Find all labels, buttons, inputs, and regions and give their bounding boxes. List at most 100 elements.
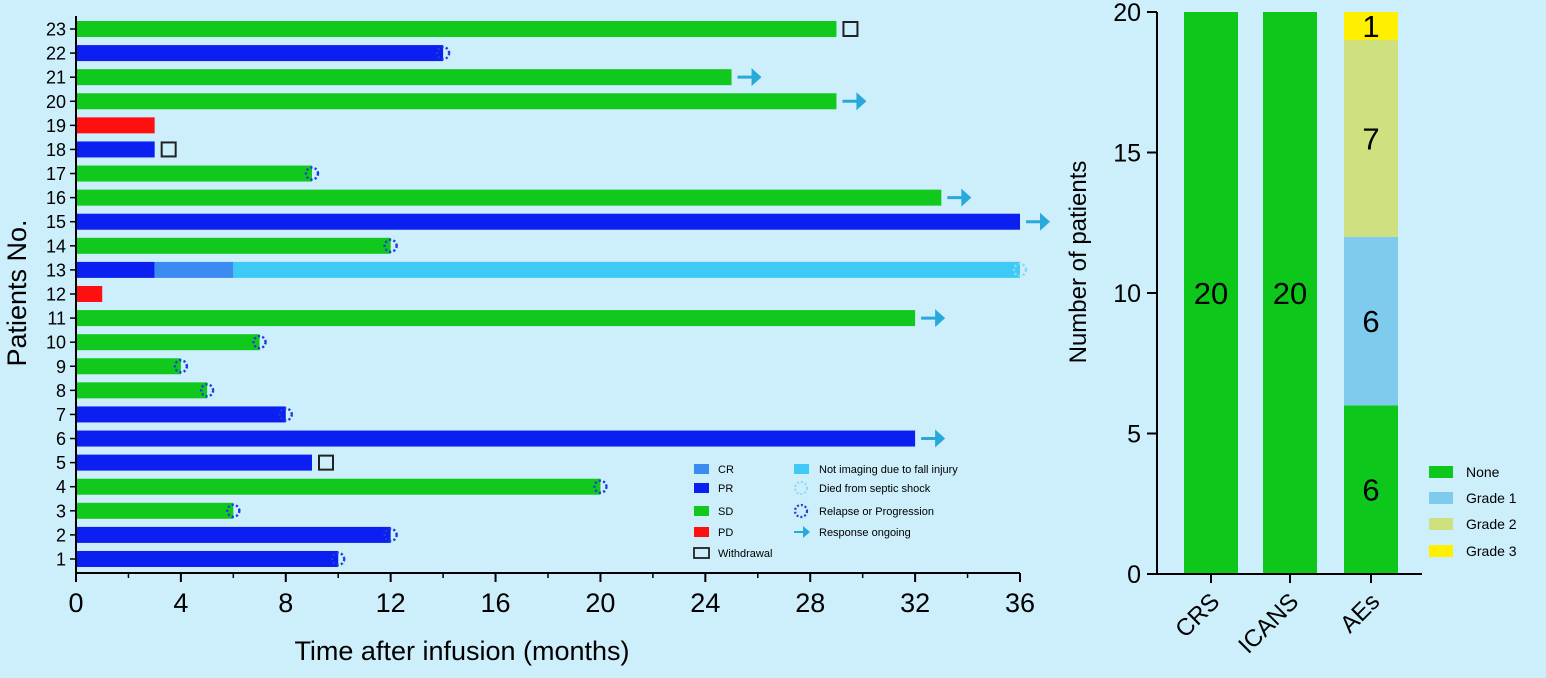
y-tick-label: 1 bbox=[56, 549, 66, 569]
bar-segment-sd-patient-9 bbox=[76, 358, 181, 375]
relapse-marker bbox=[1012, 262, 1028, 278]
legend-label: PD bbox=[718, 527, 733, 539]
bar-segment-pr-patient-15 bbox=[76, 213, 1020, 230]
y-tick-label: 19 bbox=[46, 116, 66, 136]
legend-relapse-marker bbox=[793, 503, 809, 519]
y-tick-label: 8 bbox=[56, 381, 66, 401]
relapse-marker bbox=[304, 166, 320, 181]
legend-swatch-sd bbox=[694, 506, 709, 516]
bar-legend-label: Grade 1 bbox=[1466, 490, 1517, 506]
y-tick-label: 18 bbox=[46, 140, 66, 160]
swimmer-y-axis-title: Patients No. bbox=[2, 219, 32, 366]
response-ongoing-arrow bbox=[921, 309, 946, 328]
relapse-marker bbox=[383, 238, 398, 254]
relapse-marker bbox=[593, 479, 608, 494]
withdrawal-marker bbox=[318, 454, 334, 471]
bar-icans-none bbox=[1263, 12, 1317, 574]
x-tick-label: 28 bbox=[795, 588, 825, 618]
bar-segment-pr-patient-13 bbox=[76, 261, 155, 278]
legend-label: CR bbox=[718, 464, 734, 476]
x-tick-label: 0 bbox=[68, 588, 83, 618]
swimmer-legend: CR PR SD PD Withdrawal Not imaging due to fal… bbox=[693, 464, 958, 560]
bar-aes-grade-3 bbox=[1344, 12, 1398, 41]
bar-segment-sd-patient-20 bbox=[76, 93, 837, 110]
relapse-marker bbox=[435, 45, 451, 61]
y-tick-label: 3 bbox=[56, 501, 66, 521]
x-tick-label: 16 bbox=[481, 588, 511, 618]
relapse-marker bbox=[173, 359, 189, 374]
response-ongoing-arrow bbox=[1026, 212, 1050, 231]
bar-legend-label: None bbox=[1466, 464, 1500, 480]
bar-segment-pr-patient-22 bbox=[76, 45, 444, 62]
bar-y-ticks: 0 5 10 15 20 bbox=[1113, 0, 1157, 589]
y-tick-label: 23 bbox=[46, 20, 66, 40]
y-tick-label: 2 bbox=[56, 525, 66, 545]
bar-segment-pd-patient-19 bbox=[76, 117, 155, 134]
withdrawal-marker bbox=[160, 141, 177, 158]
y-tick-label: 7 bbox=[56, 405, 66, 425]
bar-segment-sd-patient-21 bbox=[76, 69, 732, 86]
bar-segment-pr-patient-18 bbox=[76, 141, 155, 158]
y-tick-label: 20 bbox=[46, 92, 66, 112]
relapse-marker bbox=[278, 407, 293, 422]
adverse-events-chart: 20 20 6 6 7 1 0 5 10 15 20 CRS ICANS AEs Number of … bbox=[1065, 0, 1517, 659]
bar-y-tick-label: 0 bbox=[1127, 561, 1141, 589]
y-tick-label: 21 bbox=[46, 68, 66, 88]
x-tick-label: 8 bbox=[278, 588, 293, 618]
stacked-bar-value-labels: 20 20 6 6 7 1 bbox=[1194, 9, 1380, 508]
bar-segment-pr-patient-1 bbox=[76, 550, 339, 567]
legend-swatch-pr bbox=[694, 483, 709, 493]
bar-segment-ni-patient-13 bbox=[233, 261, 1021, 278]
relapse-marker bbox=[199, 383, 215, 398]
bar-legend-label: Grade 2 bbox=[1466, 516, 1517, 532]
legend-swatch-not-imaging bbox=[794, 464, 809, 474]
bar-aes-grade-2 bbox=[1344, 40, 1398, 237]
bar-segment-sd-patient-16 bbox=[76, 189, 942, 206]
response-ongoing-arrow bbox=[842, 92, 867, 111]
bar-segment-pr-patient-6 bbox=[76, 430, 916, 447]
bar-legend: None Grade 1 Grade 2 Grade 3 bbox=[1429, 464, 1517, 559]
bar-value-label: 20 bbox=[1273, 276, 1307, 311]
bar-segment-sd-patient-17 bbox=[76, 165, 312, 182]
legend-label: Response ongoing bbox=[819, 527, 911, 539]
bar-y-tick-label: 5 bbox=[1127, 421, 1141, 449]
bar-value-label: 7 bbox=[1362, 121, 1379, 156]
x-tick-label: 20 bbox=[585, 588, 615, 618]
y-tick-label: 16 bbox=[46, 188, 66, 208]
bar-segment-pd-patient-12 bbox=[76, 285, 103, 302]
legend-swatch-pd bbox=[694, 527, 709, 537]
bar-value-label: 6 bbox=[1362, 304, 1379, 339]
x-tick-label: 4 bbox=[173, 588, 188, 618]
legend-label: PR bbox=[718, 483, 733, 495]
bar-crs-none bbox=[1184, 12, 1238, 574]
y-tick-label: 15 bbox=[46, 212, 66, 232]
bar-aes-none bbox=[1344, 405, 1398, 574]
bar-legend-swatch bbox=[1429, 492, 1453, 504]
legend-label: Died from septic shock bbox=[819, 483, 931, 495]
y-tick-label: 11 bbox=[47, 309, 66, 329]
y-tick-label: 5 bbox=[56, 453, 66, 473]
swimmer-bars bbox=[76, 21, 1021, 567]
bar-segment-sd-patient-3 bbox=[76, 502, 234, 519]
relapse-marker bbox=[252, 334, 267, 350]
y-tick-label: 10 bbox=[46, 333, 66, 353]
bar-legend-label: Grade 3 bbox=[1466, 543, 1517, 559]
relapse-marker bbox=[331, 551, 346, 567]
bar-segment-sd-patient-11 bbox=[76, 310, 916, 327]
bar-x-tick-label: AEs bbox=[1335, 588, 1385, 638]
legend-label: Withdrawal bbox=[718, 548, 772, 560]
y-tick-label: 4 bbox=[56, 477, 66, 497]
bar-value-label: 6 bbox=[1362, 473, 1379, 508]
bar-x-tick-label: CRS bbox=[1170, 588, 1225, 643]
y-tick-label: 6 bbox=[56, 429, 66, 449]
bar-y-tick-label: 15 bbox=[1113, 140, 1141, 168]
swimmer-x-ticks: 0 4 8 12 16 20 24 28 32 36 bbox=[68, 573, 1035, 618]
x-tick-label: 24 bbox=[690, 588, 720, 618]
legend-swatch-cr bbox=[694, 464, 709, 474]
bar-segment-pr-patient-7 bbox=[76, 406, 286, 423]
bar-value-label: 20 bbox=[1194, 276, 1228, 311]
bar-value-label: 1 bbox=[1362, 9, 1379, 44]
